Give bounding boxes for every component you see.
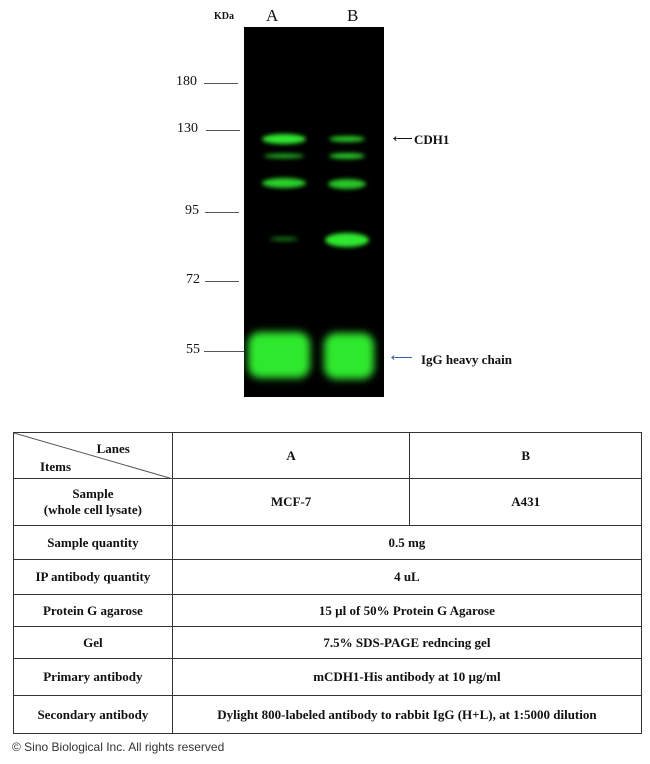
band-a-igg — [248, 332, 310, 378]
marker-130: 130 — [177, 121, 198, 136]
row-label: Gel — [13, 626, 173, 659]
band-b-2 — [329, 153, 365, 159]
row-value: mCDH1-His antibody at 10 µg/ml — [171, 658, 643, 696]
marker-72: 72 — [186, 272, 200, 287]
table-row: Sample quantity 0.5 mg — [13, 525, 643, 560]
marker-tick — [206, 130, 240, 131]
row-value: 15 µl of 50% Protein G Agarose — [171, 594, 643, 627]
row-label: Primary antibody — [13, 658, 173, 696]
row-value: 7.5% SDS-PAGE redncing gel — [171, 626, 643, 659]
cell-a: MCF-7 — [171, 478, 411, 526]
marker-55: 55 — [186, 342, 200, 357]
lane-label-b: B — [347, 6, 359, 25]
experiment-table: Lanes Items A B Sample (whole cell lysate… — [13, 432, 643, 734]
diagonal-header-cell: Lanes Items — [13, 432, 173, 479]
row-label: Sample (whole cell lysate) — [13, 478, 173, 526]
marker-95: 95 — [185, 203, 199, 218]
lanes-header: Lanes — [96, 441, 130, 456]
cdh1-arrow-line — [398, 138, 412, 139]
marker-180: 180 — [176, 74, 197, 89]
row-label: Secondary antibody — [13, 695, 173, 734]
copyright-footer: © Sino Biological Inc. All rights reserv… — [12, 740, 225, 754]
table-row: Sample (whole cell lysate) MCF-7 A431 — [13, 478, 642, 526]
blot-image — [244, 27, 384, 397]
band-a-cdh1 — [262, 134, 306, 144]
row-value: Dylight 800-labeled antibody to rabbit I… — [171, 695, 643, 734]
band-b-3 — [328, 179, 366, 189]
band-a-3 — [262, 178, 306, 188]
cell-b: A431 — [409, 478, 642, 526]
band-b-4 — [325, 233, 369, 247]
row-label: Protein G agarose — [13, 594, 173, 627]
band-b-cdh1 — [329, 136, 365, 142]
marker-tick — [205, 281, 239, 282]
marker-tick — [205, 212, 239, 213]
row-label: Sample quantity — [13, 525, 173, 560]
igg-label: IgG heavy chain — [421, 352, 513, 367]
kda-label: KDa — [214, 11, 234, 22]
items-header: Items — [40, 459, 72, 474]
table-header-row: Lanes Items A B — [13, 432, 642, 479]
band-a-4 — [270, 237, 298, 241]
cdh1-arrow-icon: ← — [389, 125, 409, 147]
table-row: Primary antibody mCDH1-His antibody at 1… — [13, 658, 643, 696]
marker-tick — [204, 83, 238, 84]
igg-arrow-icon: ← — [387, 344, 407, 366]
band-a-2 — [264, 153, 304, 159]
lane-a-header: A — [171, 432, 411, 479]
band-b-igg — [324, 333, 374, 379]
row-label: IP antibody quantity — [13, 559, 173, 595]
table-row: Secondary antibody Dylight 800-labeled a… — [13, 695, 643, 734]
table-row: Gel 7.5% SDS-PAGE redncing gel — [13, 626, 643, 659]
igg-arrow-line — [396, 357, 412, 358]
lane-label-a: A — [266, 6, 279, 25]
table-row: Protein G agarose 15 µl of 50% Protein G… — [13, 594, 643, 627]
cdh1-label: CDH1 — [414, 132, 450, 147]
lane-b-header: B — [409, 432, 642, 479]
marker-tick — [204, 351, 244, 352]
row-value: 0.5 mg — [171, 525, 643, 560]
table-row: IP antibody quantity 4 uL — [13, 559, 643, 595]
row-label-text: Sample — [72, 486, 114, 501]
row-label-subtext: (whole cell lysate) — [43, 502, 142, 517]
row-value: 4 uL — [171, 559, 643, 595]
